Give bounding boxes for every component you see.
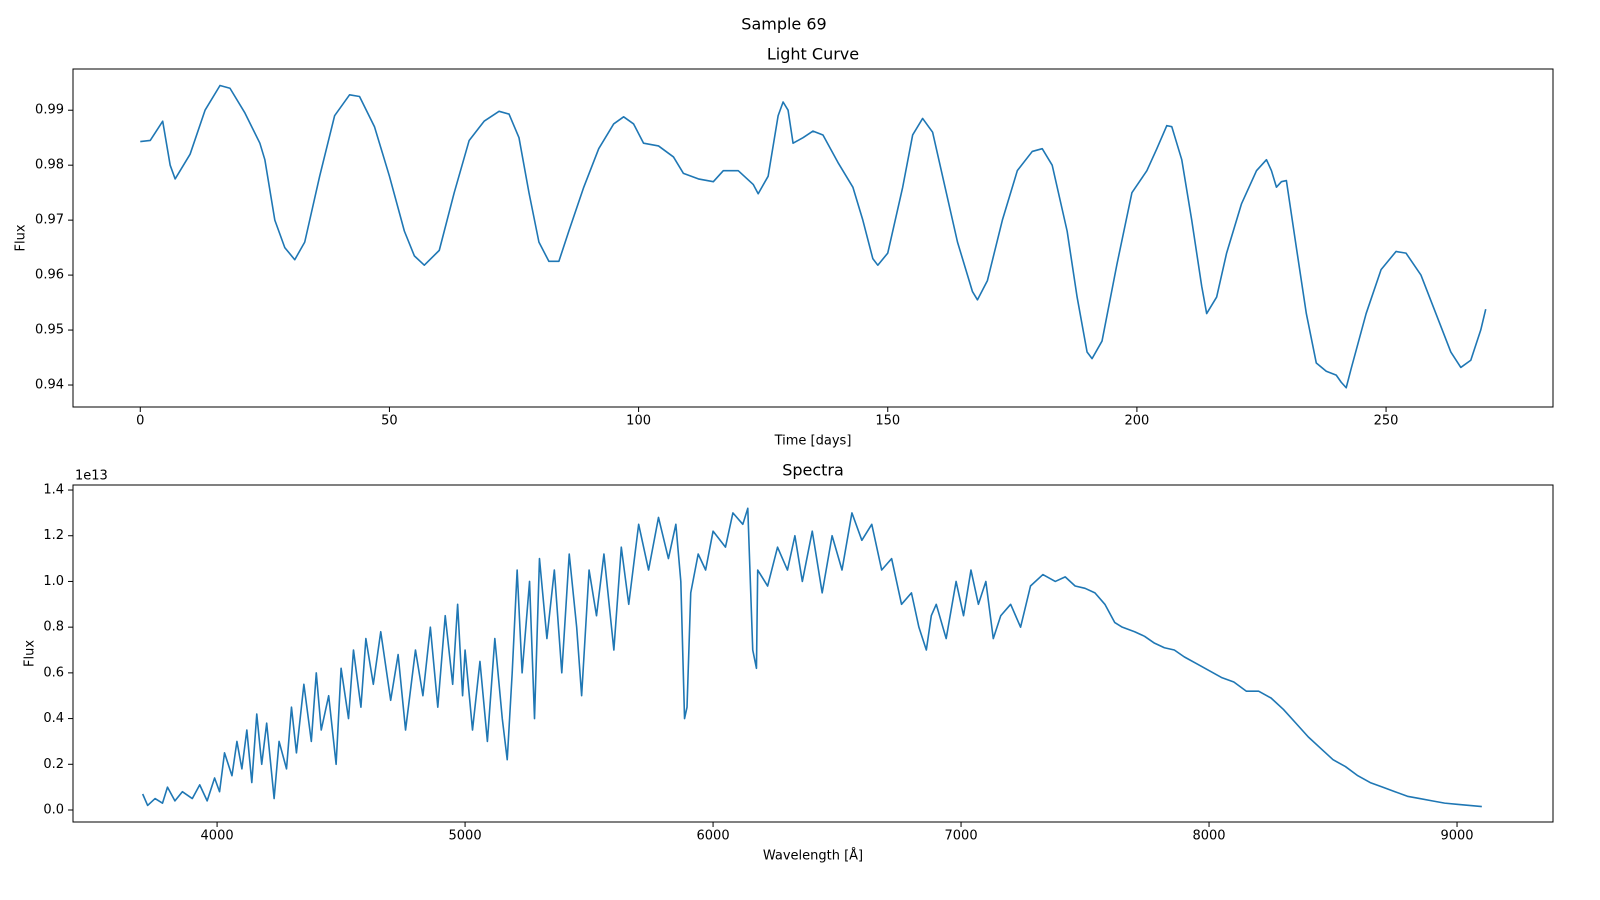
y-tick-label: 0.95 [35, 323, 64, 338]
x-tick-label: 50 [381, 414, 398, 429]
y-tick-label: 1.2 [43, 528, 64, 543]
y-tick-label: 0.96 [35, 268, 64, 283]
y-tick-label: 0.98 [35, 158, 64, 173]
x-axis-label: Time [days] [774, 434, 852, 449]
x-tick-label: 4000 [201, 829, 234, 844]
x-tick-label: 8000 [1192, 829, 1225, 844]
x-tick-label: 250 [1374, 414, 1399, 429]
y-tick-label: 1.0 [43, 574, 64, 589]
y-tick-label: 0.94 [35, 378, 64, 393]
y-tick-label: 0.8 [43, 620, 64, 635]
y-tick-label: 0.2 [43, 757, 64, 772]
x-tick-label: 6000 [697, 829, 730, 844]
y-tick-label: 1.4 [43, 483, 64, 498]
figure-title: Sample 69 [741, 15, 826, 34]
x-tick-label: 200 [1124, 414, 1149, 429]
x-tick-label: 7000 [945, 829, 978, 844]
axes-title: Spectra [782, 461, 844, 480]
y-tick-label: 0.4 [43, 711, 64, 726]
y-offset-label: 1e13 [75, 469, 108, 484]
x-axis-label: Wavelength [Å] [763, 848, 863, 864]
axes-title: Light Curve [767, 45, 859, 64]
data-line [140, 84, 1487, 389]
axes-frame [72, 484, 1554, 823]
y-tick-label: 0.6 [43, 665, 64, 680]
y-axis-label: Flux [23, 640, 38, 667]
y-tick-label: 0.99 [35, 103, 64, 118]
data-line [141, 507, 1482, 808]
x-tick-label: 150 [875, 414, 900, 429]
y-axis-label: Flux [14, 224, 29, 251]
axes-frame [72, 68, 1554, 408]
y-tick-label: 0.0 [43, 803, 64, 818]
x-tick-label: 5000 [449, 829, 482, 844]
y-tick-label: 0.97 [35, 213, 64, 228]
x-tick-label: 100 [626, 414, 651, 429]
x-tick-label: 9000 [1440, 829, 1473, 844]
x-tick-label: 0 [136, 414, 144, 429]
